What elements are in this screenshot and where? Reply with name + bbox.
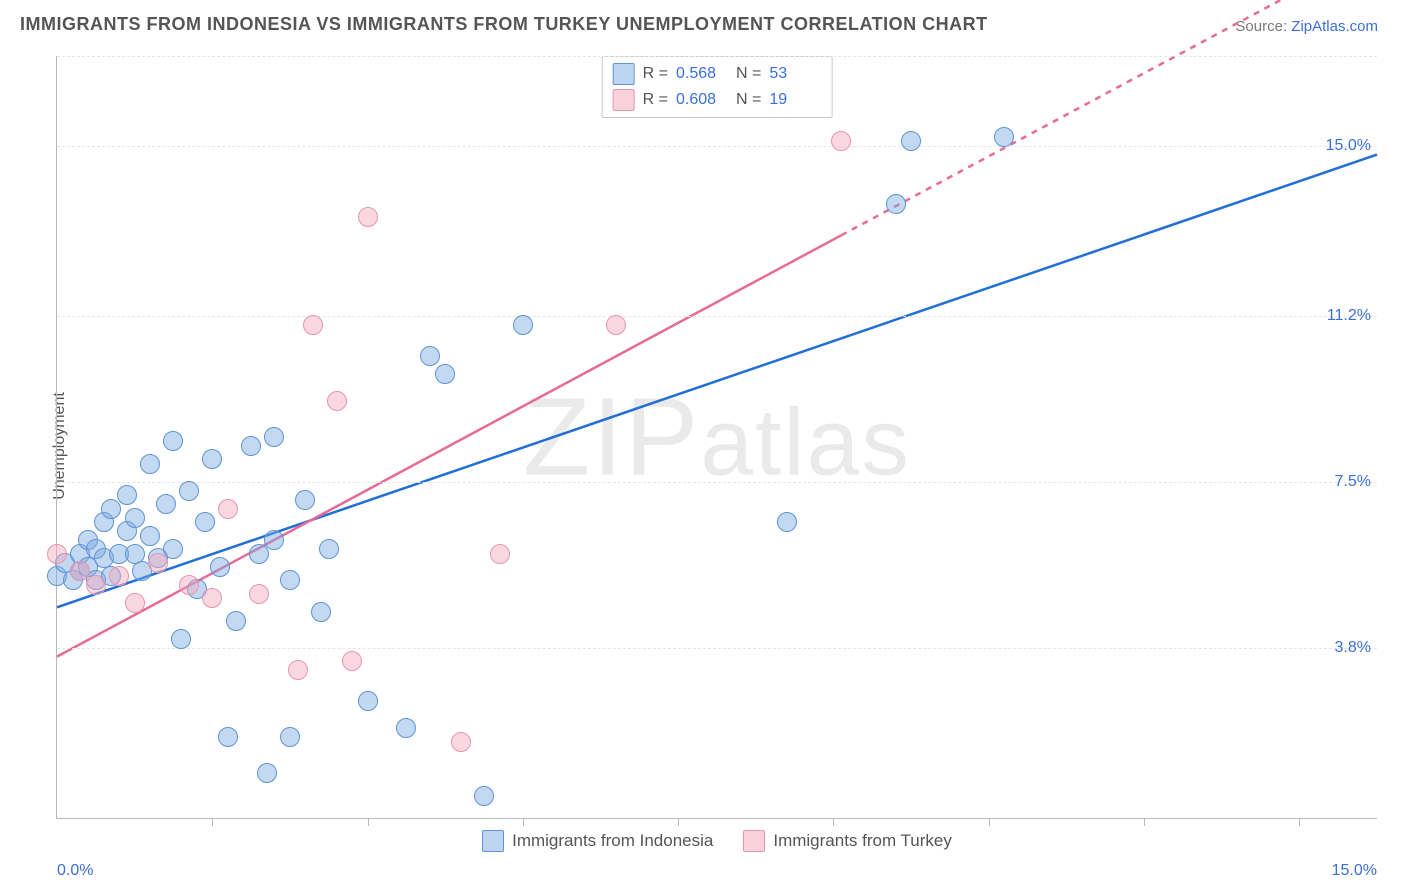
data-point xyxy=(288,660,308,680)
swatch-b-icon xyxy=(613,89,635,111)
x-tick xyxy=(1144,818,1145,826)
x-tick xyxy=(212,818,213,826)
data-point xyxy=(125,508,145,528)
x-tick xyxy=(1299,818,1300,826)
data-point xyxy=(831,131,851,151)
data-point xyxy=(249,584,269,604)
gridline xyxy=(57,146,1377,147)
r-label: R = xyxy=(643,91,668,109)
swatch-a-icon xyxy=(482,830,504,852)
legend-label-b: Immigrants from Turkey xyxy=(773,831,952,851)
data-point xyxy=(513,315,533,335)
x-tick xyxy=(523,818,524,826)
r-label: R = xyxy=(643,65,668,83)
x-tick xyxy=(678,818,679,826)
data-point xyxy=(257,763,277,783)
swatch-b-icon xyxy=(743,830,765,852)
data-point xyxy=(303,315,323,335)
y-tick-label: 11.2% xyxy=(1327,307,1371,325)
legend-stats-row-a: R = 0.568 N = 53 xyxy=(613,61,822,87)
data-point xyxy=(420,346,440,366)
y-tick-label: 15.0% xyxy=(1326,137,1371,155)
data-point xyxy=(202,588,222,608)
data-point xyxy=(163,539,183,559)
chart-container: IMMIGRANTS FROM INDONESIA VS IMMIGRANTS … xyxy=(0,0,1406,892)
data-point xyxy=(241,436,261,456)
data-point xyxy=(210,557,230,577)
data-point xyxy=(140,454,160,474)
n-value-a: 53 xyxy=(769,65,821,83)
data-point xyxy=(218,499,238,519)
data-point xyxy=(202,449,222,469)
gridline xyxy=(57,648,1377,649)
data-point xyxy=(490,544,510,564)
data-point xyxy=(295,490,315,510)
x-tick xyxy=(833,818,834,826)
n-value-b: 19 xyxy=(769,91,821,109)
y-tick-label: 3.8% xyxy=(1335,639,1371,657)
x-axis-min: 0.0% xyxy=(57,862,93,880)
data-point xyxy=(901,131,921,151)
data-point xyxy=(994,127,1014,147)
data-point xyxy=(195,512,215,532)
data-point xyxy=(156,494,176,514)
data-point xyxy=(451,732,471,752)
data-point xyxy=(886,194,906,214)
gridline xyxy=(57,482,1377,483)
swatch-a-icon xyxy=(613,63,635,85)
x-tick xyxy=(989,818,990,826)
n-label: N = xyxy=(736,65,761,83)
y-tick-label: 7.5% xyxy=(1335,473,1371,491)
data-point xyxy=(319,539,339,559)
source-label: Source: ZipAtlas.com xyxy=(1235,18,1378,35)
data-point xyxy=(47,544,67,564)
r-value-a: 0.568 xyxy=(676,65,728,83)
data-point xyxy=(179,575,199,595)
data-point xyxy=(140,526,160,546)
data-point xyxy=(171,629,191,649)
data-point xyxy=(163,431,183,451)
data-point xyxy=(264,530,284,550)
data-point xyxy=(226,611,246,631)
data-point xyxy=(435,364,455,384)
data-point xyxy=(117,485,137,505)
data-point xyxy=(86,575,106,595)
data-point xyxy=(218,727,238,747)
x-tick xyxy=(368,818,369,826)
data-point xyxy=(342,651,362,671)
legend-series: 0.0% Immigrants from Indonesia Immigrant… xyxy=(57,830,1377,852)
plot-area: ZIPatlas R = 0.568 N = 53 R = 0.608 N = … xyxy=(56,56,1377,819)
data-point xyxy=(396,718,416,738)
data-point xyxy=(311,602,331,622)
source-link[interactable]: ZipAtlas.com xyxy=(1291,18,1378,35)
data-point xyxy=(125,593,145,613)
legend-item-a: Immigrants from Indonesia xyxy=(482,830,713,852)
r-value-b: 0.608 xyxy=(676,91,728,109)
n-label: N = xyxy=(736,91,761,109)
data-point xyxy=(606,315,626,335)
data-point xyxy=(474,786,494,806)
legend-stats-row-b: R = 0.608 N = 19 xyxy=(613,87,822,113)
legend-label-a: Immigrants from Indonesia xyxy=(512,831,713,851)
data-point xyxy=(777,512,797,532)
legend-stats: R = 0.568 N = 53 R = 0.608 N = 19 xyxy=(602,56,833,118)
data-point xyxy=(109,566,129,586)
data-point xyxy=(264,427,284,447)
data-point xyxy=(358,691,378,711)
data-point xyxy=(148,553,168,573)
data-point xyxy=(280,727,300,747)
gridline xyxy=(57,316,1377,317)
x-axis-max: 15.0% xyxy=(1332,862,1377,880)
data-point xyxy=(358,207,378,227)
data-point xyxy=(327,391,347,411)
legend-item-b: Immigrants from Turkey xyxy=(743,830,952,852)
data-point xyxy=(280,570,300,590)
data-point xyxy=(179,481,199,501)
chart-title: IMMIGRANTS FROM INDONESIA VS IMMIGRANTS … xyxy=(20,14,988,35)
